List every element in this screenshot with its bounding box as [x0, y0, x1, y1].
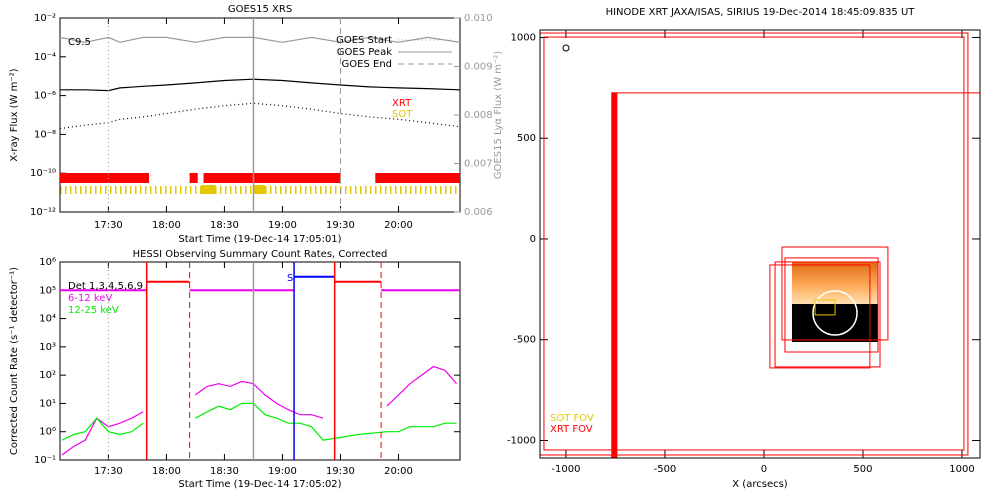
y-tick-label: 10⁻¹ [34, 455, 56, 466]
x-tick-label: 0 [761, 464, 767, 475]
y-tick-label: 10⁻¹² [30, 207, 56, 218]
fov-box [781, 246, 889, 341]
coverage-legend: SOT [392, 109, 413, 120]
chart-title: HINODE XRT JAXA/ISAS, SIRIUS 19-Dec-2014… [606, 7, 916, 18]
x-tick-label: 500 [853, 464, 872, 475]
y-tick-label: 10² [39, 370, 56, 381]
y-axis-label: Corrected Count Rate (s⁻¹ detector⁻¹) [9, 267, 20, 455]
y2-tick-label: 0.010 [464, 13, 493, 24]
fov-box [784, 257, 879, 353]
series-line [60, 78, 461, 92]
y2-tick-label: 0.007 [464, 159, 493, 170]
legend-entry: 12-25 keV [68, 305, 119, 316]
marker-legend: GOES Start [336, 35, 392, 46]
coverage-block [203, 173, 341, 183]
y-tick-label: -500 [513, 335, 536, 346]
x-tick-label: 19:00 [268, 466, 297, 477]
y-tick-label: 1000 [511, 32, 536, 43]
y-axis-label: X-ray Flux (W m⁻²) [9, 68, 20, 161]
y-tick-label: 10⁻² [34, 13, 56, 24]
legend-entry: 6-12 keV [68, 293, 112, 304]
y-tick-label: -1000 [507, 435, 536, 446]
annotation: C9.5 [68, 37, 91, 48]
x-axis-label: Start Time (19-Dec-14 17:05:01) [178, 234, 341, 245]
y-tick-label: 10⁻⁸ [34, 129, 56, 140]
x-tick-label: 17:30 [94, 466, 123, 477]
y-tick-label: 10⁵ [39, 285, 56, 296]
fov-box [543, 36, 965, 451]
x-tick-label: 19:00 [268, 220, 297, 231]
y-tick-label: 10⁰ [39, 427, 56, 438]
limb-circle [812, 290, 858, 336]
fov-box [769, 264, 871, 369]
x-tick-label: -500 [654, 464, 677, 475]
series-line [61, 402, 457, 441]
coverage-block [189, 173, 198, 183]
fov-legend: XRT FOV [550, 424, 593, 435]
y-tick-label: 10⁶ [39, 257, 56, 268]
coverage-block [253, 185, 266, 194]
fov-box [540, 32, 969, 456]
fov-box [814, 299, 836, 316]
y-tick-label: 500 [517, 133, 536, 144]
y-tick-label: 10⁴ [39, 314, 56, 325]
y2-tick-label: 0.009 [464, 62, 493, 73]
coverage-block [201, 185, 216, 194]
annotation: S [287, 273, 293, 284]
series-line [61, 365, 457, 456]
x-tick-label: 19:30 [326, 220, 355, 231]
series-line [59, 36, 461, 43]
marker-legend: GOES End [342, 59, 392, 70]
small-circle [562, 44, 570, 52]
x-tick-label: 18:00 [152, 220, 181, 231]
x-tick-label: -1000 [551, 464, 580, 475]
y2-tick-label: 0.008 [464, 110, 493, 121]
x-tick-label: 18:30 [210, 466, 239, 477]
x-tick-label: 20:00 [384, 466, 413, 477]
chart-title: GOES15 XRS [228, 4, 292, 15]
x-axis-label: X (arcsecs) [732, 479, 788, 490]
fov-boxes [540, 32, 980, 458]
legend-title: Det 1,3,4,5,6,9 [68, 281, 143, 292]
y2-axis-label: GOES15 Lyα Flux (W m⁻²) [493, 51, 504, 179]
image-bright [792, 262, 878, 304]
y-tick-label: 10³ [39, 342, 56, 353]
fov-box [774, 261, 881, 368]
plot-frame [59, 261, 461, 461]
x-tick-label: 19:30 [326, 466, 355, 477]
series-line [59, 102, 461, 130]
chart-title: HESSI Observing Summary Count Rates, Cor… [133, 249, 388, 260]
x-tick-label: 1000 [949, 464, 974, 475]
x-tick-label: 18:00 [152, 466, 181, 477]
fov-legend: SOT FOV [550, 413, 594, 424]
y-tick-label: 10⁻¹⁰ [30, 168, 56, 179]
marker-legend: GOES Peak [337, 47, 392, 58]
plot-frame [539, 29, 981, 459]
y-tick-label: 0 [530, 234, 536, 245]
x-tick-label: 20:00 [384, 220, 413, 231]
y-tick-label: 10⁻⁶ [34, 91, 56, 102]
x-axis-label: Start Time (19-Dec-14 17:05:02) [178, 479, 341, 490]
y2-tick-label: 0.006 [464, 207, 493, 218]
y-tick-label: 10¹ [39, 398, 56, 409]
coverage-legend: XRT [392, 98, 412, 109]
coverage-block [60, 173, 150, 183]
x-tick-label: 18:30 [210, 220, 239, 231]
y-tick-label: 10⁻⁴ [34, 52, 56, 63]
x-tick-label: 17:30 [94, 220, 123, 231]
solar-image [562, 44, 878, 342]
fov-box [611, 92, 618, 458]
coverage-block [375, 173, 460, 183]
